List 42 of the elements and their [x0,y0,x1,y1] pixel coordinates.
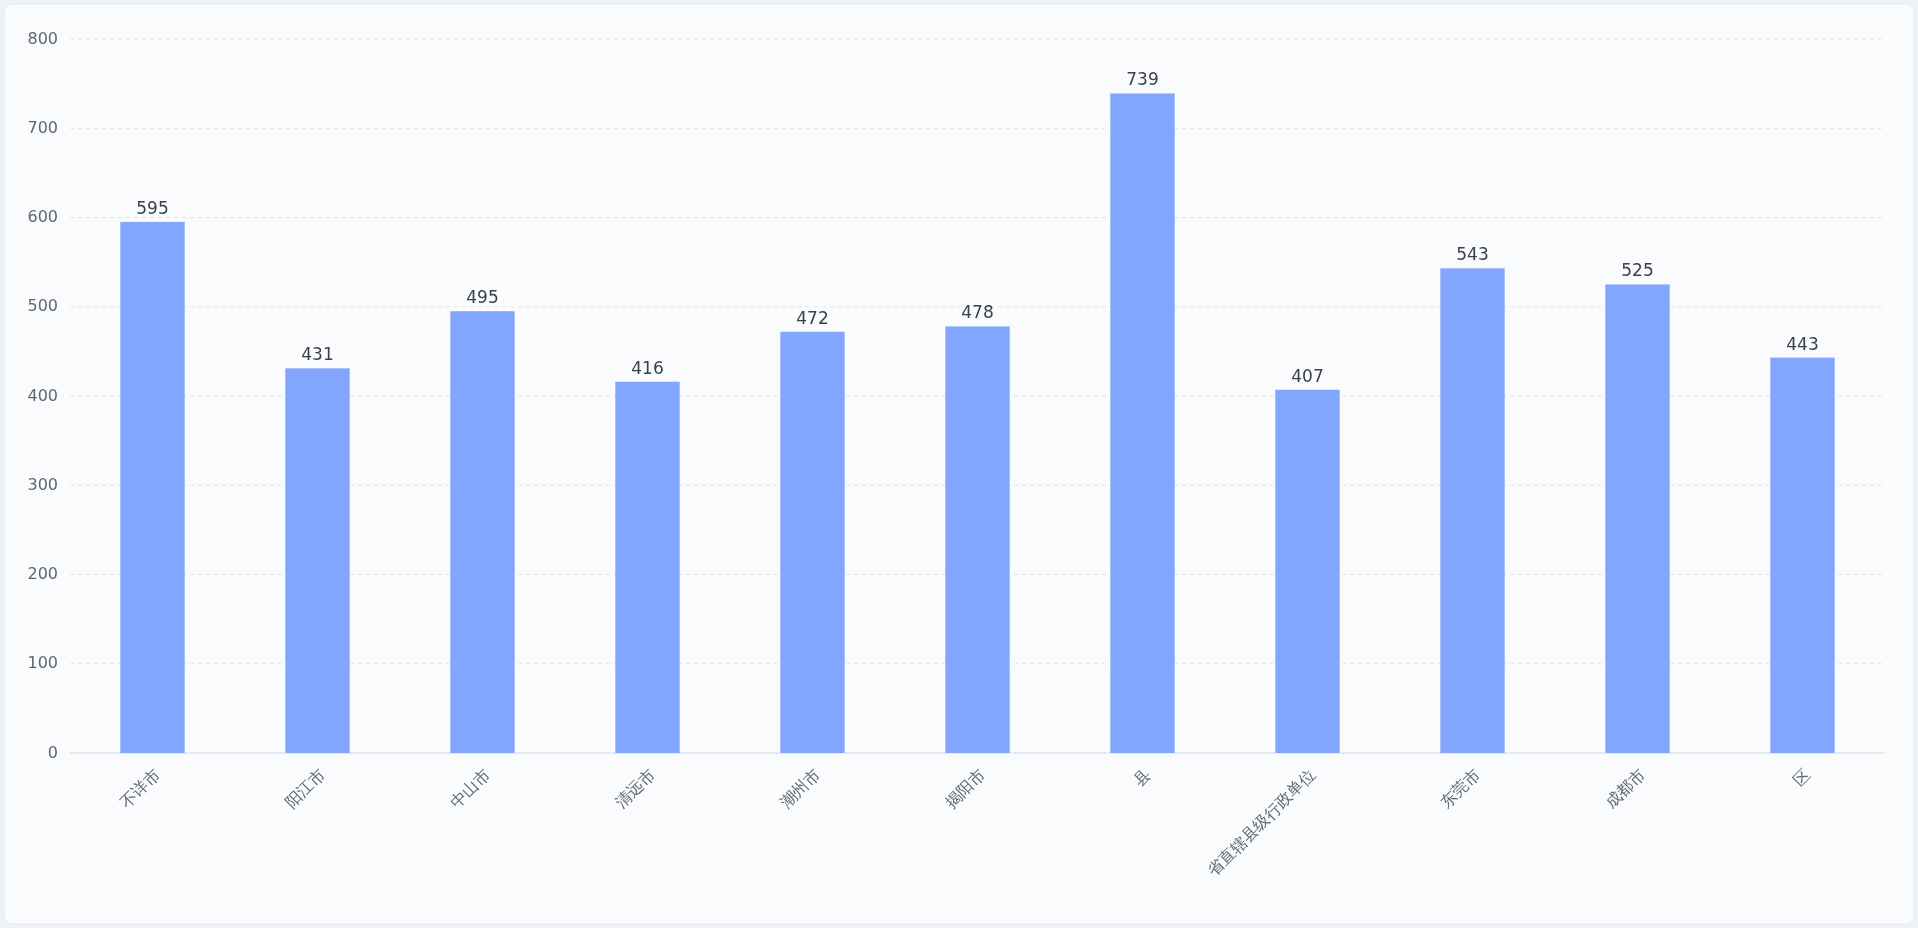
data-label: 472 [796,307,829,328]
bar [1440,268,1505,753]
bar [615,381,680,753]
y-tick-label: 400 [27,385,58,405]
bar [780,331,845,753]
data-label: 739 [1126,69,1159,90]
data-label: 407 [1291,365,1324,386]
bar [1770,357,1835,753]
y-tick-label: 700 [27,117,58,137]
bar [1605,284,1670,753]
x-tick-label: 清远市 [611,764,659,813]
x-tick-label: 成都市 [1601,764,1649,813]
data-label: 525 [1621,260,1654,281]
x-tick-label: 阳江市 [281,764,329,813]
y-tick-label: 200 [27,564,58,583]
data-label: 416 [631,357,664,378]
x-tick-label: 揭阳市 [941,764,989,813]
bar [285,368,350,753]
bar [1275,389,1340,753]
y-tick-label: 0 [47,742,58,762]
x-tick-label: 县 [1129,764,1154,790]
x-tick-label: 区 [1789,764,1814,790]
x-tick-label: 不详市 [116,764,164,813]
x-tick-label: 省直辖县级行政单位 [1203,764,1319,881]
data-label: 543 [1456,244,1489,265]
x-tick-label: 潮州市 [776,764,824,813]
data-label: 478 [961,302,994,323]
x-tick-label: 东莞市 [1436,764,1484,813]
y-tick-label: 100 [27,653,58,673]
bar [1110,93,1175,753]
data-label: 443 [1786,333,1819,354]
bar [945,326,1010,753]
y-tick-label: 800 [27,28,58,48]
data-label: 495 [466,287,499,308]
bar [450,311,515,753]
bar [120,221,185,753]
y-tick-label: 600 [27,207,58,226]
data-label: 431 [301,344,334,365]
x-tick-label: 中山市 [446,764,494,813]
data-label: 595 [136,197,169,218]
y-tick-label: 300 [27,474,58,494]
y-tick-label: 500 [27,296,58,316]
